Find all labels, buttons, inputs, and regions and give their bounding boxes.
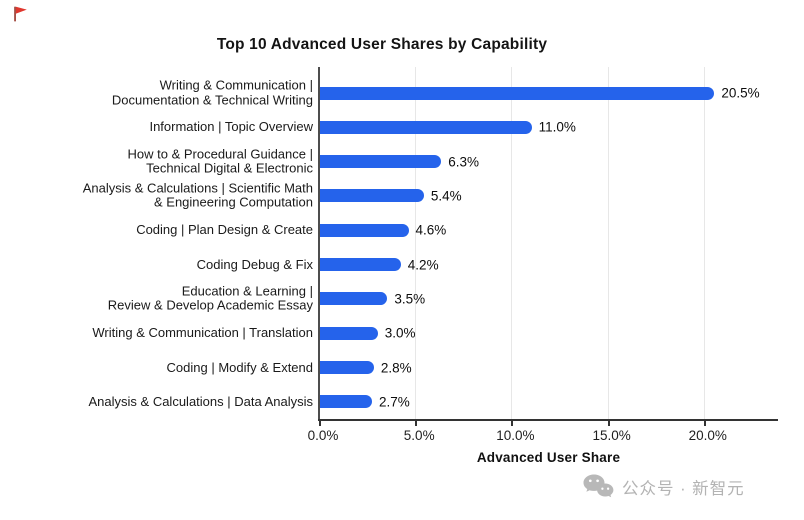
- x-tick: [319, 421, 321, 426]
- category-label: Analysis & Calculations | Data Analysis: [88, 393, 313, 409]
- gridline-20: [703, 67, 705, 419]
- category-label: Writing & Communication | Documentation &…: [111, 77, 313, 107]
- x-tick-label: 5.0%: [403, 428, 435, 443]
- bar-value-label: 2.8%: [380, 360, 412, 376]
- watermark: 公众号 · 新智元: [582, 473, 745, 501]
- x-tick: [415, 421, 418, 426]
- bar: [320, 258, 401, 272]
- bar: [320, 292, 388, 306]
- category-label: Coding Debug & Fix: [196, 256, 313, 272]
- chart-title: Top 10 Advanced User Shares by Capabilit…: [216, 36, 548, 53]
- category-label: Education & Learning | Review & Develop A…: [107, 283, 313, 313]
- x-tick-label: 20.0%: [688, 428, 727, 443]
- bar: [320, 361, 374, 375]
- bar-value-label: 4.2%: [407, 257, 439, 273]
- bar-value-label: 20.5%: [721, 85, 760, 101]
- x-axis-line: [318, 419, 778, 421]
- bar-value-label: 11.0%: [538, 119, 576, 135]
- bar: [320, 326, 378, 340]
- x-tick: [607, 421, 610, 426]
- x-tick-label: 10.0%: [496, 428, 535, 443]
- wechat-icon: [583, 474, 614, 498]
- bar: [320, 155, 442, 169]
- x-tick-label: 15.0%: [592, 428, 631, 443]
- category-label: Coding | Plan Design & Create: [136, 222, 313, 238]
- bar-value-label: 3.0%: [384, 325, 416, 341]
- x-axis-title: Advanced User Share: [476, 450, 621, 465]
- category-label: How to & Procedural Guidance | Technical …: [127, 146, 313, 176]
- category-label: Coding | Modify & Extend: [166, 359, 313, 375]
- gridline-10: [511, 67, 513, 419]
- x-tick: [703, 421, 706, 426]
- gridline-15: [607, 67, 609, 419]
- category-label: Analysis & Calculations | Scientific Mat…: [82, 180, 313, 210]
- red-flag-icon: [14, 6, 27, 22]
- bar: [320, 120, 532, 134]
- bar-value-label: 4.6%: [415, 222, 447, 238]
- gridline-5: [415, 67, 417, 419]
- bar-value-label: 3.5%: [394, 291, 426, 307]
- bar-value-label: 6.3%: [448, 154, 479, 170]
- bar-value-label: 5.4%: [430, 188, 462, 204]
- bar-value-label: 2.7%: [378, 394, 410, 410]
- x-tick-label: 0.0%: [307, 428, 339, 443]
- category-label: Information | Topic Overview: [149, 119, 313, 135]
- x-tick: [511, 421, 514, 426]
- bar: [320, 189, 424, 203]
- category-label: Writing & Communication | Translation: [92, 325, 313, 341]
- bar: [320, 86, 715, 100]
- watermark-text: 公众号 · 新智元: [622, 480, 745, 498]
- y-axis-line: [318, 67, 320, 420]
- bar: [320, 223, 409, 237]
- bar: [320, 395, 372, 409]
